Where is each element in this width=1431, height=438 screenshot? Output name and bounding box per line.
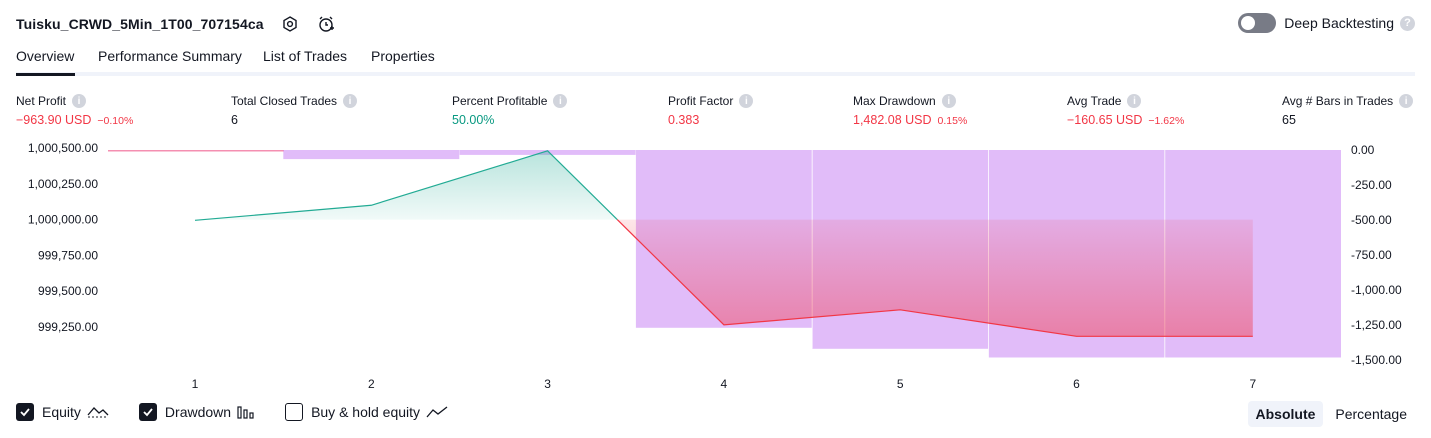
x-axis-tick: 2 [368, 377, 375, 391]
equity-line-loss [616, 219, 1253, 337]
metric-value: 6 [231, 113, 238, 127]
left-axis-tick: 999,250.00 [38, 320, 98, 334]
right-axis-tick: -750.00 [1351, 248, 1392, 262]
alarm-clock-icon[interactable] [316, 14, 336, 34]
right-axis-tick: -1,500.00 [1351, 353, 1402, 367]
metric-percent: 0.15% [937, 115, 968, 127]
right-axis-tick: -500.00 [1351, 213, 1392, 227]
equity-line-icon [87, 405, 109, 419]
metric-percent: −1.62% [1148, 115, 1185, 127]
x-axis-tick: 6 [1073, 377, 1080, 391]
buy-hold-line-icon [426, 405, 448, 419]
tab-bar: Overview Performance Summary List of Tra… [16, 44, 1415, 76]
equity-drawdown-chart[interactable]: 1,000,500.00 1,000,250.00 1,000,000.00 999,… [0, 140, 1431, 395]
info-icon[interactable]: i [1399, 94, 1414, 108]
x-axis-tick: 4 [721, 377, 728, 391]
legend-drawdown[interactable]: Drawdown [138, 403, 255, 421]
info-icon[interactable]: i [343, 94, 358, 108]
metric-value: 65 [1282, 113, 1296, 127]
metric-value: 1,482.08 USD [853, 113, 932, 127]
strategy-title: Tuisku_CRWD_5Min_1T00_707154ca [16, 16, 264, 32]
drawdown-bar [108, 150, 284, 152]
info-icon[interactable]: i [739, 94, 754, 108]
metric-profit-factor: Profit Factor i 0.383 [668, 93, 754, 129]
strategy-header: Tuisku_CRWD_5Min_1T00_707154ca [16, 12, 336, 36]
metric-value: 50.00% [452, 113, 495, 127]
right-axis-tick: -1,000.00 [1351, 283, 1402, 297]
metric-label: Percent Profitable [452, 94, 548, 108]
metric-avg-trade: Avg Trade i −160.65 USD −1.62% [1067, 93, 1184, 129]
legend-buy-hold[interactable]: Buy & hold equity [285, 403, 448, 421]
legend-label: Buy & hold equity [311, 404, 421, 420]
right-axis-tick: -1,250.00 [1351, 318, 1402, 332]
metric-percent-profitable: Percent Profitable i 50.00% [452, 93, 568, 129]
metric-percent: −0.10% [97, 115, 134, 127]
x-axis-tick: 3 [544, 377, 551, 391]
tab-properties[interactable]: Properties [371, 48, 435, 64]
equity-line-profit [194, 150, 618, 221]
metric-value: −160.65 USD [1067, 113, 1143, 127]
metric-label: Max Drawdown [853, 94, 936, 108]
gear-icon[interactable] [280, 14, 300, 34]
x-axis-tick: 7 [1249, 377, 1256, 391]
metric-label: Avg # Bars in Trades [1282, 94, 1394, 108]
left-axis-tick: 1,000,250.00 [28, 177, 98, 191]
absolute-button[interactable]: Absolute [1247, 401, 1324, 427]
metric-value: −963.90 USD [16, 113, 92, 127]
deep-backtesting-label: Deep Backtesting [1284, 15, 1394, 31]
info-icon[interactable]: i [1127, 94, 1142, 108]
drawdown-bar [283, 150, 460, 160]
metric-max-drawdown: Max Drawdown i 1,482.08 USD 0.15% [853, 93, 967, 129]
metric-label: Profit Factor [668, 94, 734, 108]
left-axis-tick: 1,000,000.00 [28, 213, 98, 227]
tab-overview[interactable]: Overview [16, 48, 75, 76]
metric-label: Avg Trade [1067, 94, 1122, 108]
metric-net-profit: Net Profit i −963.90 USD −0.10% [16, 93, 133, 129]
checkbox-checked-icon[interactable] [138, 403, 157, 421]
metric-total-closed-trades: Total Closed Trades i 6 [231, 93, 358, 129]
metric-label: Net Profit [16, 94, 67, 108]
equity-loss-area [617, 219, 1253, 337]
value-mode-switch: Absolute Percentage [1247, 401, 1416, 427]
chart-legend: Equity Drawdown Buy & hold equity [16, 403, 478, 421]
legend-label: Equity [42, 404, 81, 420]
info-icon[interactable]: i [941, 94, 956, 108]
info-icon[interactable]: i [553, 94, 568, 108]
metric-value: 0.383 [668, 113, 700, 127]
metric-label: Total Closed Trades [231, 94, 338, 108]
percentage-button[interactable]: Percentage [1335, 406, 1407, 422]
legend-equity[interactable]: Equity [16, 403, 109, 421]
metric-avg-bars: Avg # Bars in Trades i 65 [1282, 93, 1414, 129]
left-axis-tick: 1,000,500.00 [28, 141, 98, 155]
legend-label: Drawdown [164, 404, 232, 420]
right-axis-tick: -250.00 [1351, 178, 1392, 192]
left-axis-tick: 999,750.00 [38, 248, 98, 262]
help-icon[interactable]: ? [1400, 15, 1415, 31]
checkbox-unchecked-icon[interactable] [285, 403, 304, 421]
deep-backtesting-toggle[interactable] [1238, 13, 1277, 33]
drawdown-bars-icon [237, 405, 255, 419]
checkbox-checked-icon[interactable] [16, 403, 34, 421]
tab-performance-summary[interactable]: Performance Summary [98, 48, 242, 64]
info-icon[interactable]: i [72, 94, 87, 108]
equity-profit-area [195, 150, 618, 221]
x-axis-tick: 5 [897, 377, 904, 391]
right-axis-tick: 0.00 [1351, 143, 1375, 157]
left-axis-tick: 999,500.00 [38, 284, 98, 298]
tab-list-of-trades[interactable]: List of Trades [263, 48, 348, 64]
deep-backtesting: Deep Backtesting ? [1238, 13, 1415, 33]
x-axis-tick: 1 [192, 377, 199, 391]
toggle-knob [1241, 16, 1256, 30]
